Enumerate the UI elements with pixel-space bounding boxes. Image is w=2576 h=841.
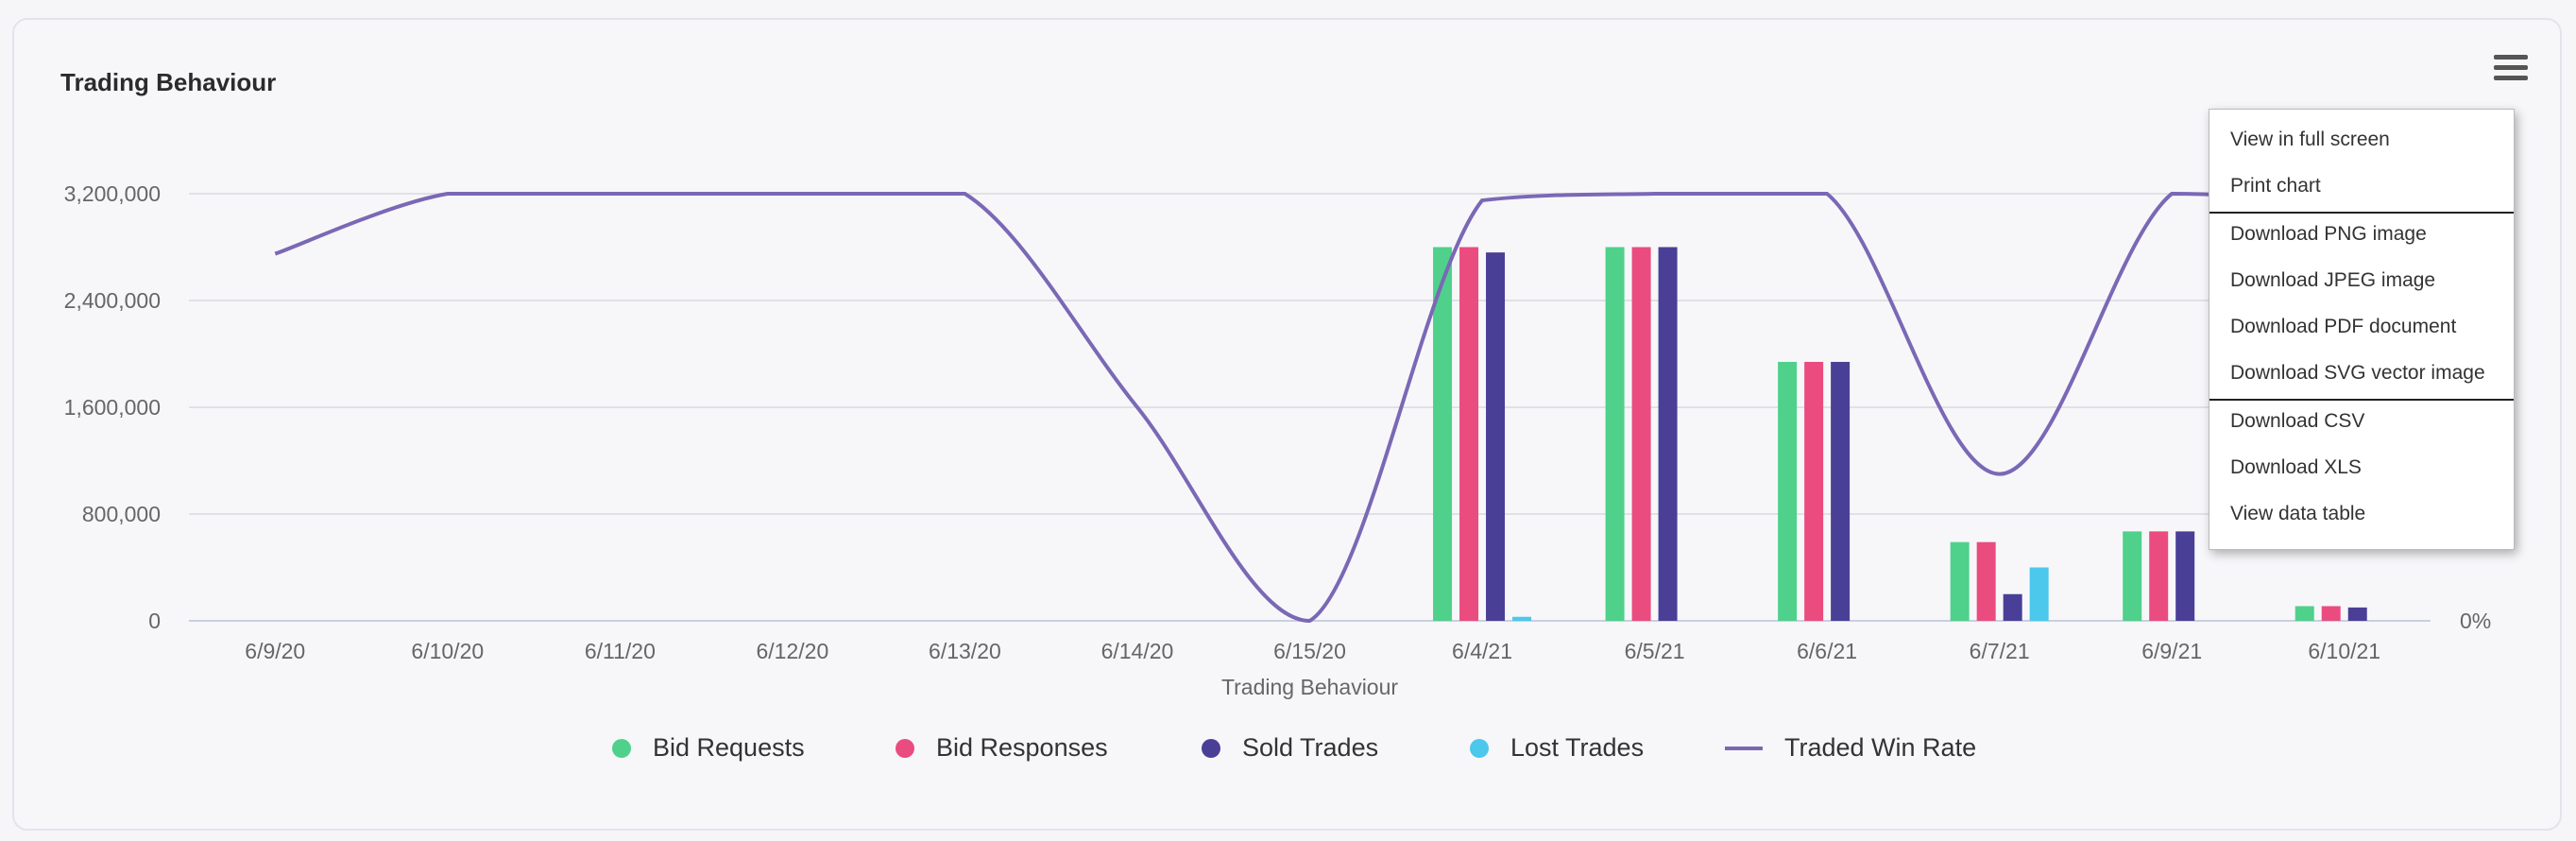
legend-item-lost-trades[interactable]: Lost Trades: [1470, 733, 1644, 763]
x-tick-label: 6/11/20: [585, 639, 656, 663]
hamburger-icon-bar: [2494, 65, 2528, 70]
legend-item-bid-requests[interactable]: Bid Requests: [612, 733, 805, 763]
chart-title: Trading Behaviour: [60, 68, 277, 96]
x-tick-label: 6/12/20: [757, 639, 829, 663]
bar: [2347, 607, 2367, 621]
series-line: [274, 191, 2345, 624]
hamburger-icon-bar: [2494, 55, 2528, 60]
bar: [2175, 531, 2195, 621]
menu-divider: [2209, 399, 2514, 401]
menu-divider: [2209, 212, 2514, 214]
x-tick-label: 6/5/21: [1625, 639, 1685, 663]
bar: [1433, 247, 1453, 621]
bar: [1459, 247, 1479, 621]
legend-swatch: [612, 738, 631, 758]
y-tick-label: 2,400,000: [64, 288, 161, 313]
y2-tick-label: 0%: [2460, 609, 2491, 633]
x-axis-title: Trading Behaviour: [1221, 675, 1398, 699]
menu-item-download-csv[interactable]: Download CSV: [2230, 410, 2365, 432]
legend-label: Bid Requests: [653, 733, 805, 762]
y-tick-label: 0: [148, 609, 161, 633]
legend-item-traded-win-rate[interactable]: Traded Win Rate: [1725, 733, 1976, 763]
chart-menu-button[interactable]: [2494, 55, 2528, 85]
bar: [1831, 361, 1851, 621]
bar: [1950, 541, 1970, 621]
menu-item-download-pdf[interactable]: Download PDF document: [2230, 316, 2457, 337]
x-tick-label: 6/10/20: [411, 639, 484, 663]
x-tick-label: 6/15/20: [1273, 639, 1346, 663]
x-tick-label: 6/13/20: [929, 639, 1001, 663]
menu-item-download-jpeg[interactable]: Download JPEG image: [2230, 269, 2436, 291]
x-tick-label: 6/10/21: [2308, 639, 2380, 663]
bar: [1658, 247, 1678, 621]
chart-card: [12, 18, 2562, 831]
legend-item-bid-responses[interactable]: Bid Responses: [896, 733, 1108, 763]
legend-label: Sold Trades: [1242, 733, 1379, 762]
x-tick-label: 6/7/21: [1970, 639, 2030, 663]
legend-label: Bid Responses: [936, 733, 1108, 762]
menu-item-print-chart[interactable]: Print chart: [2230, 175, 2321, 197]
x-tick-label: 6/9/21: [2141, 639, 2202, 663]
bar: [1976, 541, 1996, 621]
legend-label: Lost Trades: [1510, 733, 1645, 762]
legend-label: Traded Win Rate: [1784, 733, 1977, 762]
legend-swatch: [896, 738, 914, 758]
bar: [2295, 606, 2314, 621]
bar: [1605, 247, 1625, 621]
x-tick-label: 6/14/20: [1101, 639, 1174, 663]
bar: [1631, 247, 1651, 621]
y-tick-label: 1,600,000: [64, 395, 161, 420]
bar: [2149, 531, 2169, 621]
bar: [1804, 361, 1824, 621]
x-tick-label: 6/9/20: [245, 639, 305, 663]
menu-item-view-full-screen[interactable]: View in full screen: [2230, 129, 2390, 150]
legend-swatch: [1725, 746, 1763, 750]
hamburger-icon-bar: [2494, 76, 2528, 80]
bar: [2321, 606, 2341, 621]
bar: [2003, 593, 2022, 621]
chart-legend: Bid Requests Bid Responses Sold Trades L…: [0, 733, 2576, 771]
x-tick-label: 6/6/21: [1797, 639, 1857, 663]
bar: [1512, 616, 1532, 621]
bar: [2029, 567, 2049, 621]
bar: [1486, 252, 1506, 621]
y-tick-label: 3,200,000: [64, 181, 161, 206]
export-menu: View in full screen Print chart Download…: [2209, 109, 2515, 550]
legend-item-sold-trades[interactable]: Sold Trades: [1202, 733, 1378, 763]
menu-item-download-png[interactable]: Download PNG image: [2230, 223, 2427, 245]
menu-item-view-data-table[interactable]: View data table: [2230, 503, 2366, 524]
menu-item-download-svg[interactable]: Download SVG vector image: [2230, 362, 2485, 384]
legend-swatch: [1202, 738, 1220, 758]
y-tick-label: 800,000: [82, 502, 161, 526]
legend-swatch: [1470, 738, 1489, 758]
menu-item-download-xls[interactable]: Download XLS: [2230, 456, 2362, 478]
bar: [2123, 531, 2142, 621]
bar: [1778, 361, 1798, 621]
x-tick-label: 6/4/21: [1452, 639, 1512, 663]
